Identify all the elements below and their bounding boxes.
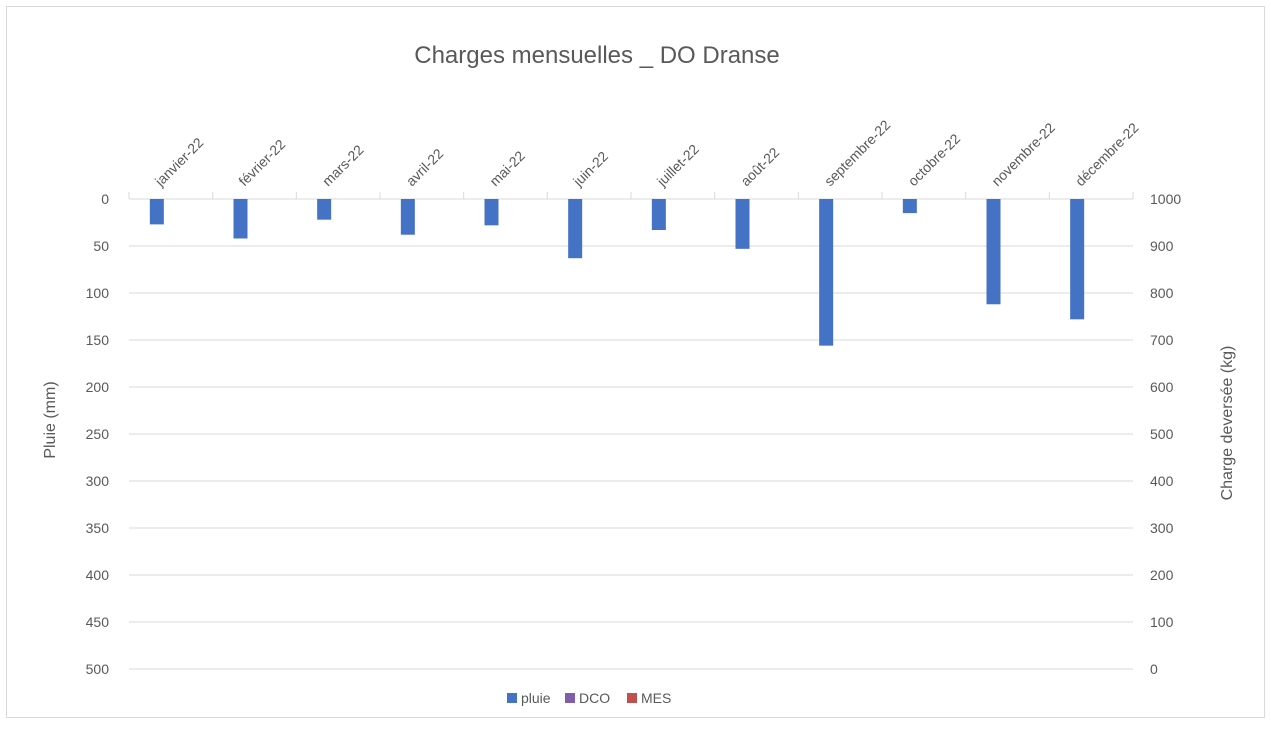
legend-item-pluie: pluie [507,690,551,706]
y-left-tick-label: 250 [86,426,110,442]
bars [149,199,1085,346]
y-right-axis-label: Charge deversée (kg) [1219,346,1236,501]
grid-lines [128,192,1134,670]
bar-pluie [735,199,750,249]
y-left-tick-label: 200 [86,379,110,395]
y-right-tick-label: 100 [1150,614,1174,630]
y-right-tick-label: 500 [1150,426,1174,442]
legend-swatch [627,693,637,703]
bar-pluie [400,199,415,235]
legend: pluie DCO MES [507,690,671,706]
bar-pluie [233,199,248,239]
bar-pluie [1070,199,1085,320]
bar-pluie [902,199,917,214]
y-right-tick-label: 200 [1150,567,1174,583]
bar-pluie [986,199,1001,305]
bar-pluie [819,199,834,346]
y-right-tick-label: 400 [1150,473,1174,489]
y-left-tick-label: 350 [86,520,110,536]
bar-pluie [149,199,164,225]
y-left-tick-labels: 0 50 100 150 200 250 300 350 400 450 500 [86,191,110,677]
y-left-tick-label: 300 [86,473,110,489]
y-right-tick-label: 300 [1150,520,1174,536]
bar-pluie [651,199,666,231]
y-left-tick-label: 100 [86,285,110,301]
legend-label: MES [641,690,671,706]
bar-pluie [568,199,583,259]
bar-pluie [317,199,332,220]
chart-title: Charges mensuelles _ DO Dranse [414,42,780,69]
y-left-tick-label: 0 [101,191,109,207]
bar-pluie [484,199,499,226]
y-right-tick-label: 1000 [1150,191,1181,207]
legend-label: DCO [579,690,610,706]
y-right-tick-label: 900 [1150,238,1174,254]
y-right-tick-label: 800 [1150,285,1174,301]
y-left-axis-label: Pluie (mm) [42,381,59,458]
y-left-tick-label: 150 [86,332,110,348]
y-right-tick-label: 600 [1150,379,1174,395]
chart-frame [6,6,1265,718]
y-left-tick-label: 50 [93,238,109,254]
y-left-tick-label: 400 [86,567,110,583]
y-right-tick-label: 0 [1150,661,1158,677]
legend-item-dco: DCO [565,690,610,706]
y-left-tick-label: 500 [86,661,110,677]
y-right-tick-labels: 0 100 200 300 400 500 600 700 800 900 1000 [1150,191,1181,677]
y-right-tick-label: 700 [1150,332,1174,348]
legend-label: pluie [521,690,551,706]
legend-swatch [565,693,575,703]
y-left-tick-label: 450 [86,614,110,630]
legend-swatch [507,693,517,703]
legend-item-mes: MES [627,690,671,706]
